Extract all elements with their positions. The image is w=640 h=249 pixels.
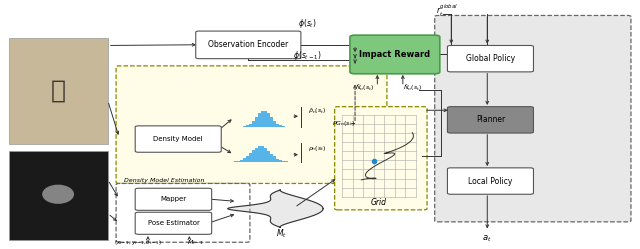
Bar: [282, 161, 285, 162]
Text: $\hat{N}_n(s_t)$: $\hat{N}_n(s_t)$: [355, 82, 374, 93]
Bar: [252, 121, 255, 127]
Text: $\rho_n(s_t)$: $\rho_n(s_t)$: [308, 144, 326, 153]
Text: Density Model Estimation: Density Model Estimation: [124, 178, 204, 183]
Bar: [255, 148, 258, 162]
Bar: [267, 113, 269, 127]
Text: 🏠: 🏠: [51, 79, 66, 103]
FancyBboxPatch shape: [196, 31, 301, 59]
Bar: [261, 111, 264, 127]
Text: $M_t$: $M_t$: [276, 228, 287, 240]
Bar: [249, 153, 252, 162]
Bar: [240, 160, 243, 162]
Ellipse shape: [42, 185, 74, 204]
Bar: [264, 111, 267, 127]
Bar: [279, 125, 282, 127]
Bar: [258, 146, 260, 162]
Text: $\hat{N}_n(s_t)$: $\hat{N}_n(s_t)$: [403, 82, 422, 93]
Bar: [273, 156, 276, 162]
Bar: [270, 154, 273, 162]
Text: $\phi(s_{t-1})$: $\phi(s_{t-1})$: [293, 49, 321, 62]
Bar: [243, 126, 246, 127]
Text: $\hat{\rho}_n(s_t)$: $\hat{\rho}_n(s_t)$: [308, 107, 326, 116]
Bar: [255, 117, 258, 127]
Text: Global Policy: Global Policy: [466, 54, 515, 63]
FancyBboxPatch shape: [116, 66, 387, 184]
Polygon shape: [228, 190, 323, 228]
FancyBboxPatch shape: [447, 46, 534, 72]
FancyBboxPatch shape: [447, 168, 534, 194]
FancyBboxPatch shape: [9, 151, 108, 240]
Bar: [273, 121, 276, 127]
FancyBboxPatch shape: [447, 107, 534, 133]
FancyBboxPatch shape: [135, 188, 212, 210]
Bar: [252, 150, 255, 162]
Bar: [249, 124, 252, 127]
Text: Observation Encoder: Observation Encoder: [208, 40, 289, 49]
Text: $r_t^{global}$: $r_t^{global}$: [436, 2, 458, 19]
Bar: [243, 158, 246, 162]
FancyBboxPatch shape: [350, 35, 440, 74]
Text: $(x_{t-1}, y_{t-1}, \theta_{t-1})$: $(x_{t-1}, y_{t-1}, \theta_{t-1})$: [115, 238, 163, 247]
Text: $a_t$: $a_t$: [482, 233, 492, 244]
Bar: [264, 148, 267, 162]
Bar: [285, 161, 288, 162]
FancyBboxPatch shape: [135, 126, 221, 152]
Bar: [279, 160, 282, 162]
Bar: [282, 126, 285, 127]
Text: Impact Reward: Impact Reward: [359, 50, 431, 59]
Bar: [246, 156, 248, 162]
Text: $PG_n(s_t)$: $PG_n(s_t)$: [332, 119, 355, 128]
Bar: [261, 146, 264, 162]
Bar: [276, 124, 279, 127]
FancyBboxPatch shape: [335, 107, 427, 210]
Bar: [270, 117, 273, 127]
Text: Pose Estimator: Pose Estimator: [147, 220, 200, 226]
Text: Planner: Planner: [476, 115, 505, 124]
FancyBboxPatch shape: [9, 38, 108, 144]
Text: Density Model: Density Model: [154, 136, 203, 142]
Text: $\phi(s_t)$: $\phi(s_t)$: [298, 17, 317, 30]
Bar: [276, 159, 279, 162]
Bar: [246, 125, 248, 127]
Text: Local Policy: Local Policy: [468, 177, 513, 186]
Bar: [237, 161, 239, 162]
Bar: [234, 161, 237, 162]
FancyBboxPatch shape: [116, 184, 250, 242]
FancyBboxPatch shape: [135, 212, 212, 234]
Text: Grid: Grid: [371, 198, 387, 207]
Text: Mapper: Mapper: [161, 196, 186, 202]
Bar: [267, 151, 269, 162]
Text: $M_{t-1}$: $M_{t-1}$: [188, 238, 204, 247]
Bar: [258, 113, 260, 127]
FancyBboxPatch shape: [435, 15, 631, 222]
